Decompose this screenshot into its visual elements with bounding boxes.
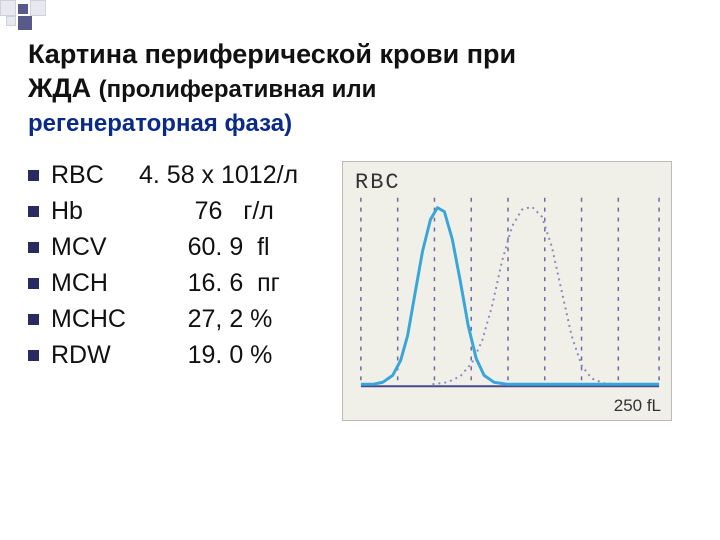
title-phase: регенераторная фаза) [28, 110, 292, 137]
bullet-icon [28, 206, 39, 217]
param-row: Hb 76 г/л [28, 197, 328, 226]
param-name: Hb [51, 197, 139, 226]
bullet-icon [28, 170, 39, 181]
param-name: RBC [51, 161, 139, 190]
chart-svg [343, 162, 671, 420]
param-name: MCHC [51, 305, 139, 334]
title-line2: ЖДА [28, 73, 99, 103]
param-name: MCV [51, 233, 139, 262]
x-axis-label: 250 fL [614, 396, 661, 416]
title-paren: (пролиферативная или [99, 76, 377, 103]
bullet-icon [28, 278, 39, 289]
bullet-icon [28, 242, 39, 253]
corner-decoration [0, 0, 90, 30]
title-line1: Картина периферической крови при [28, 39, 516, 69]
bullet-icon [28, 350, 39, 361]
param-row: MCHC 27, 2 % [28, 305, 328, 334]
param-row: RDW 19. 0 % [28, 341, 328, 370]
param-value: 19. 0 % [139, 341, 272, 370]
param-value: 4. 58 x 1012/л [139, 161, 298, 190]
bullet-icon [28, 314, 39, 325]
rbc-histogram: RBC 250 fL [342, 161, 672, 421]
param-value: 76 г/л [139, 197, 274, 226]
param-row: RBC4. 58 x 1012/л [28, 161, 328, 190]
param-row: MCH 16. 6 пг [28, 269, 328, 298]
param-name: MCH [51, 269, 139, 298]
slide-title: Картина периферической крови при ЖДА (пр… [28, 38, 692, 139]
parameter-list: RBC4. 58 x 1012/лHb 76 г/лMCV 60. 9 flMC… [28, 161, 328, 421]
param-value: 27, 2 % [139, 305, 272, 334]
param-value: 60. 9 fl [139, 233, 270, 262]
param-value: 16. 6 пг [139, 269, 280, 298]
param-name: RDW [51, 341, 139, 370]
param-row: MCV 60. 9 fl [28, 233, 328, 262]
